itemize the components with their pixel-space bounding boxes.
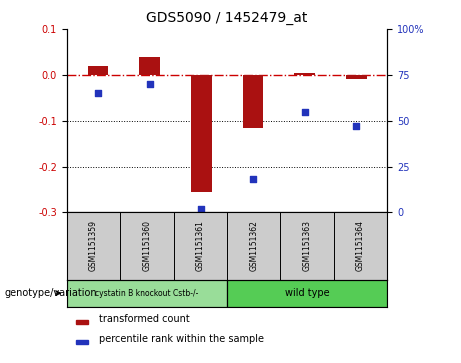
Bar xyxy=(139,57,160,75)
Bar xyxy=(294,73,315,75)
Bar xyxy=(227,280,387,307)
Text: wild type: wild type xyxy=(285,288,330,298)
Point xyxy=(197,206,205,212)
Text: GSM1151362: GSM1151362 xyxy=(249,220,258,272)
Text: GSM1151361: GSM1151361 xyxy=(196,220,205,272)
Point xyxy=(146,81,153,87)
Text: transformed count: transformed count xyxy=(99,314,189,324)
Text: GSM1151363: GSM1151363 xyxy=(302,220,312,272)
Text: percentile rank within the sample: percentile rank within the sample xyxy=(99,334,264,344)
Bar xyxy=(76,340,88,344)
Bar xyxy=(191,75,212,192)
Title: GDS5090 / 1452479_at: GDS5090 / 1452479_at xyxy=(146,11,308,25)
Point xyxy=(301,109,308,114)
Bar xyxy=(67,280,227,307)
Bar xyxy=(88,66,108,75)
Text: GSM1151359: GSM1151359 xyxy=(89,220,98,272)
Point xyxy=(249,176,257,182)
Bar xyxy=(346,75,366,79)
Text: GSM1151364: GSM1151364 xyxy=(356,220,365,272)
Point xyxy=(353,123,360,129)
Text: cystatin B knockout Cstb-/-: cystatin B knockout Cstb-/- xyxy=(95,289,199,298)
Point xyxy=(94,90,101,96)
Bar xyxy=(242,75,263,127)
Text: GSM1151360: GSM1151360 xyxy=(142,220,152,272)
Text: genotype/variation: genotype/variation xyxy=(5,288,97,298)
Bar xyxy=(76,320,88,324)
